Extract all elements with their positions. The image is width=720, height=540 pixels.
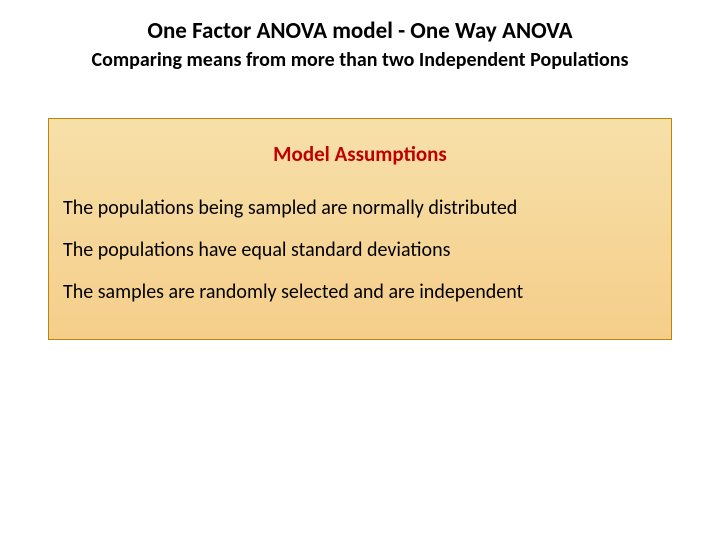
box-heading: Model Assumptions [63, 141, 657, 167]
assumption-item: The samples are randomly selected and ar… [63, 279, 657, 305]
slide-header: One Factor ANOVA model - One Way ANOVA C… [0, 0, 720, 72]
slide-subtitle: Comparing means from more than two Indep… [60, 48, 660, 72]
assumption-item: The populations being sampled are normal… [63, 195, 657, 221]
assumptions-box: Model Assumptions The populations being … [48, 118, 672, 340]
assumption-item: The populations have equal standard devi… [63, 237, 657, 263]
slide-title: One Factor ANOVA model - One Way ANOVA [60, 18, 660, 46]
